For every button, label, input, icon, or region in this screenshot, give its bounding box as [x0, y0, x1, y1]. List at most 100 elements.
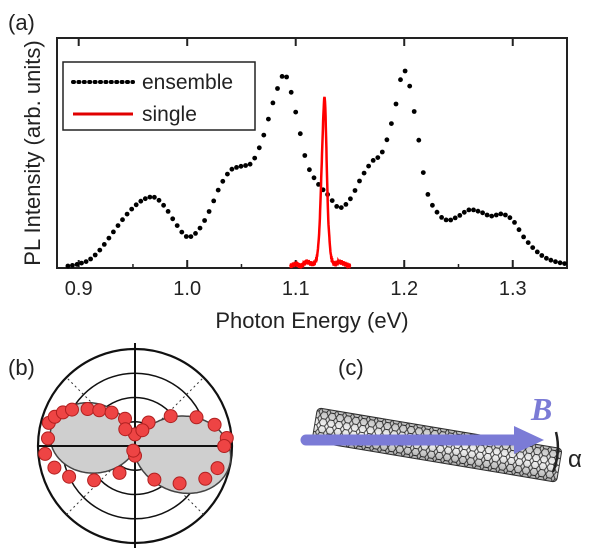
- ensemble-point: [275, 86, 280, 91]
- y-axis-label: PL Intensity (arb. units): [20, 40, 45, 265]
- panel-a-label: (a): [8, 10, 35, 35]
- ensemble-point: [480, 210, 485, 216]
- ensemble-point: [279, 74, 285, 79]
- ensemble-point: [97, 247, 103, 253]
- x-tick-label: 0.9: [65, 278, 93, 300]
- ensemble-point: [111, 229, 116, 235]
- panel-a-plot: 0.9 1.0 1.1 1.2 1.3 Photon Energy (eV) PL In…: [20, 37, 568, 333]
- x-axis-label: Photon Energy (eV): [215, 308, 408, 333]
- ensemble-point: [375, 155, 381, 161]
- polar-data-point: [80, 402, 95, 416]
- ensemble-point: [256, 145, 262, 151]
- ensemble-point: [120, 217, 125, 223]
- ensemble-point: [124, 211, 130, 217]
- polar-data-point: [112, 465, 127, 480]
- angle-arc: [551, 431, 560, 473]
- ensemble-point: [389, 121, 394, 126]
- ensemble-point: [243, 163, 249, 168]
- field-symbol-B: B: [530, 391, 552, 427]
- ensemble-point: [562, 261, 567, 266]
- ensemble-point: [439, 215, 444, 220]
- polar-data-point: [126, 443, 141, 458]
- ensemble-point: [284, 74, 289, 80]
- ensemble-point: [70, 263, 75, 268]
- ensemble-point: [334, 204, 340, 209]
- legend-box: [62, 61, 256, 131]
- ensemble-point: [516, 227, 522, 233]
- ensemble-point: [402, 68, 408, 74]
- ensemble-point: [534, 249, 540, 255]
- ensemble-point: [557, 260, 563, 266]
- ensemble-point: [202, 218, 208, 223]
- ensemble-point: [493, 212, 499, 218]
- ensemble-point: [343, 202, 349, 207]
- polar-data-point: [47, 460, 62, 475]
- ensemble-point: [138, 198, 144, 204]
- ensemble-point: [106, 235, 112, 241]
- x-tick-label: 1.1: [282, 278, 310, 300]
- ensemble-point: [379, 149, 385, 155]
- x-tick-label: 1.2: [390, 278, 418, 300]
- ensemble-point: [452, 215, 458, 221]
- polar-data-point: [87, 473, 102, 488]
- ensemble-point: [544, 255, 549, 261]
- ensemble-point: [498, 211, 504, 217]
- ensemble-point: [220, 178, 226, 184]
- ensemble-point: [65, 263, 71, 269]
- ensemble-point: [288, 89, 294, 95]
- ensemble-point: [83, 259, 89, 264]
- polar-data-point: [210, 461, 225, 476]
- polar-data-point: [41, 431, 55, 446]
- ensemble-point: [215, 187, 221, 193]
- ensemble-point: [206, 209, 212, 214]
- ensemble-point: [183, 234, 189, 239]
- panel-c-label: (c): [338, 355, 364, 380]
- polar-data-point: [217, 439, 232, 453]
- ensemble-point: [489, 213, 495, 219]
- ensemble-point: [302, 153, 308, 158]
- polar-data-point: [147, 472, 162, 487]
- ensemble-point: [152, 194, 157, 200]
- ensemble-point: [461, 209, 467, 215]
- ensemble-point: [79, 260, 84, 266]
- ensemble-point: [229, 166, 235, 172]
- ensemble-point: [234, 165, 239, 170]
- x-tick-label: 1.0: [173, 278, 201, 300]
- polar-data-point: [135, 423, 150, 438]
- ensemble-point: [316, 182, 321, 187]
- ensemble-point: [211, 198, 217, 204]
- ensemble-point: [115, 223, 121, 229]
- ensemble-point: [370, 158, 376, 163]
- ensemble-point: [238, 163, 244, 169]
- ensemble-point: [270, 100, 276, 106]
- ensemble-point: [348, 196, 353, 202]
- ensemble-point: [539, 253, 545, 258]
- polar-data-point: [163, 409, 178, 424]
- field-arrow-head: [514, 426, 544, 454]
- ensemble-point: [179, 229, 185, 235]
- ensemble-point: [393, 101, 399, 107]
- ensemble-point: [384, 137, 390, 143]
- ensemble-point: [252, 155, 258, 161]
- ensemble-point: [361, 170, 367, 176]
- panel-c-schematic: B α: [300, 391, 582, 483]
- ensemble-point: [197, 225, 203, 231]
- polar-data-point: [189, 410, 204, 425]
- ensemble-point: [466, 207, 472, 213]
- polar-data-point: [172, 476, 187, 491]
- ensemble-point: [420, 170, 426, 176]
- ensemble-point: [443, 217, 449, 223]
- polar-data-point: [207, 417, 222, 432]
- ensemble-point: [74, 262, 80, 267]
- ensemble-point: [101, 242, 107, 247]
- ensemble-point: [398, 77, 403, 83]
- ensemble-point: [475, 208, 481, 214]
- ensemble-point: [88, 256, 93, 262]
- ensemble-point: [174, 223, 180, 229]
- ensemble-point: [457, 213, 463, 218]
- polar-data-point: [62, 469, 77, 484]
- ensemble-point: [407, 83, 413, 89]
- legend-ensemble-label: ensemble: [142, 71, 233, 94]
- panel-b-label: (b): [8, 355, 35, 380]
